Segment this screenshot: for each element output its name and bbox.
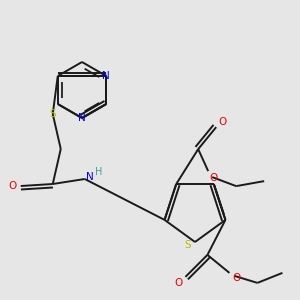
Text: H: H: [95, 167, 102, 177]
Text: O: O: [232, 273, 241, 283]
Text: N: N: [86, 172, 94, 182]
Text: O: O: [9, 181, 17, 191]
Text: S: S: [185, 240, 191, 250]
Text: N: N: [78, 113, 86, 123]
Text: O: O: [209, 173, 217, 183]
Text: S: S: [50, 109, 56, 119]
Text: N: N: [102, 71, 110, 81]
Text: O: O: [174, 278, 183, 288]
Text: O: O: [218, 117, 226, 127]
